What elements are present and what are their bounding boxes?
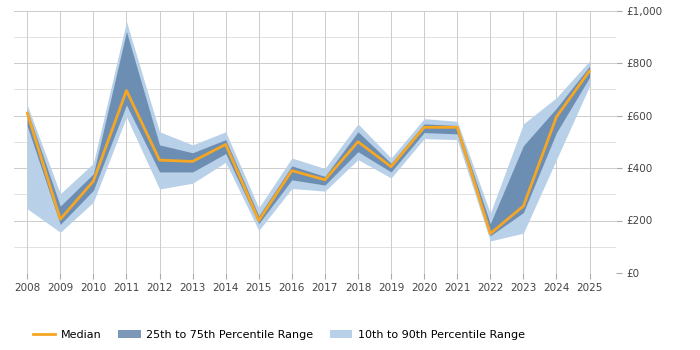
Legend: Median, 25th to 75th Percentile Range, 10th to 90th Percentile Range: Median, 25th to 75th Percentile Range, 1… xyxy=(29,326,529,345)
